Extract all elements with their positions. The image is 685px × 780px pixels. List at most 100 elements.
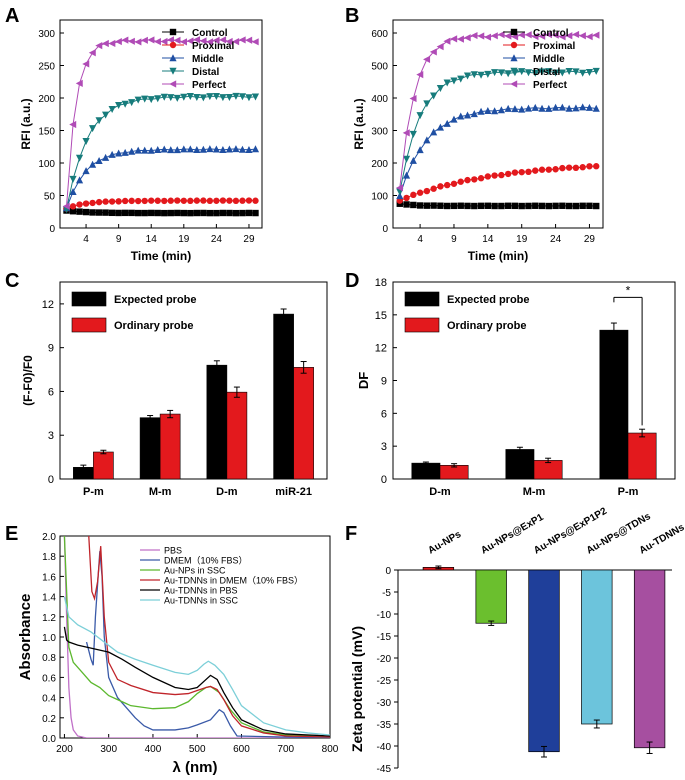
y-tick-label: -40 xyxy=(377,742,392,753)
data-point xyxy=(245,145,253,153)
data-point xyxy=(457,112,465,120)
y-tick-label: 300 xyxy=(371,127,388,138)
bar xyxy=(581,569,613,725)
data-point xyxy=(134,146,142,154)
data-point xyxy=(245,197,253,204)
bar xyxy=(159,413,181,480)
data-point xyxy=(245,36,253,44)
data-point xyxy=(121,148,129,156)
category-label: Au-NPs xyxy=(426,529,463,557)
y-tick-label: 0 xyxy=(385,566,391,577)
legend-marker xyxy=(169,67,177,75)
data-point xyxy=(173,146,181,154)
data-point xyxy=(538,32,546,40)
y-tick-label: 600 xyxy=(371,29,388,40)
legend-marker xyxy=(169,28,177,36)
data-point xyxy=(504,70,512,78)
plot-frame xyxy=(59,19,263,229)
data-point xyxy=(95,42,103,50)
data-point xyxy=(416,189,424,196)
data-point xyxy=(89,199,96,207)
x-axis-label: λ (nm) xyxy=(173,759,218,776)
data-point xyxy=(484,202,492,209)
data-point xyxy=(200,197,207,204)
data-point xyxy=(491,172,498,179)
panel-b: 0 100 200 300 400 500 600 4 9 14 19 24 29 Time (min) R… xyxy=(352,19,604,263)
legend-label: Au-NPs in SSC xyxy=(164,566,226,576)
data-point xyxy=(484,106,492,114)
legend-swatch xyxy=(71,291,107,307)
data-point xyxy=(232,38,240,46)
series-perfect xyxy=(395,30,600,192)
data-point xyxy=(148,209,155,217)
data-point xyxy=(436,123,445,131)
data-point xyxy=(76,208,83,215)
panel-label-a: A xyxy=(5,5,19,27)
data-point xyxy=(396,192,404,200)
data-point xyxy=(436,84,445,92)
data-point xyxy=(102,153,110,161)
data-point xyxy=(410,201,417,209)
data-point xyxy=(579,69,587,77)
y-tick-label: 0.6 xyxy=(42,673,56,684)
y-tick-label: 15 xyxy=(375,310,387,322)
data-point xyxy=(82,200,90,207)
data-point xyxy=(457,178,464,185)
data-point xyxy=(491,107,499,115)
data-point xyxy=(121,36,129,44)
data-point xyxy=(88,49,96,57)
data-point xyxy=(154,209,161,217)
data-point xyxy=(167,197,174,204)
data-point xyxy=(186,93,194,101)
y-tick-label: 1.2 xyxy=(42,613,56,624)
data-point xyxy=(450,77,458,85)
data-point xyxy=(245,94,253,102)
x-tick-label: 24 xyxy=(550,234,562,245)
data-point xyxy=(115,149,123,157)
data-point xyxy=(511,105,519,113)
data-point xyxy=(180,209,188,217)
data-point xyxy=(147,146,155,154)
data-point xyxy=(497,31,505,39)
data-point xyxy=(75,79,83,87)
data-point xyxy=(148,197,155,204)
data-point xyxy=(504,104,512,112)
data-point xyxy=(174,197,181,204)
data-point xyxy=(504,32,512,40)
x-tick-label: M-m xyxy=(523,486,546,498)
legend-label: Distal xyxy=(192,67,219,78)
y-tick-label: 0.4 xyxy=(42,694,56,705)
data-point xyxy=(102,198,109,205)
y-tick-label: -5 xyxy=(382,588,391,599)
y-tick-label: 250 xyxy=(38,62,55,73)
data-point xyxy=(167,146,175,154)
data-point xyxy=(128,99,136,107)
data-point xyxy=(141,209,148,217)
data-point xyxy=(416,71,424,79)
data-point xyxy=(69,203,77,210)
y-tick-label: 0 xyxy=(381,474,387,486)
data-point xyxy=(102,111,110,119)
y-tick-label: -35 xyxy=(377,720,392,731)
data-point xyxy=(565,164,573,171)
panel-f: 0 -5 -10 -15 -20 -25 -30 -35 -40 -45 Zeta potentia… xyxy=(349,506,685,775)
data-point xyxy=(423,136,431,144)
data-point xyxy=(585,103,594,111)
legend-swatch xyxy=(404,317,440,333)
data-point xyxy=(69,188,77,196)
legend-marker xyxy=(169,41,177,49)
panel-label-c: C xyxy=(5,270,19,292)
data-point xyxy=(450,115,458,123)
x-tick-label: M-m xyxy=(149,486,172,498)
x-tick-label: 4 xyxy=(83,234,89,245)
data-point xyxy=(531,69,539,77)
data-point xyxy=(518,68,526,76)
significance-mark: * xyxy=(626,283,631,297)
y-axis-label: (F-F0)/F0 xyxy=(21,355,35,406)
y-axis-label: Absorbance xyxy=(17,594,34,681)
y-tick-label: 0.2 xyxy=(42,714,56,725)
data-point xyxy=(186,145,194,153)
data-point xyxy=(212,36,220,44)
data-point xyxy=(409,156,417,164)
legend-marker xyxy=(510,41,518,49)
